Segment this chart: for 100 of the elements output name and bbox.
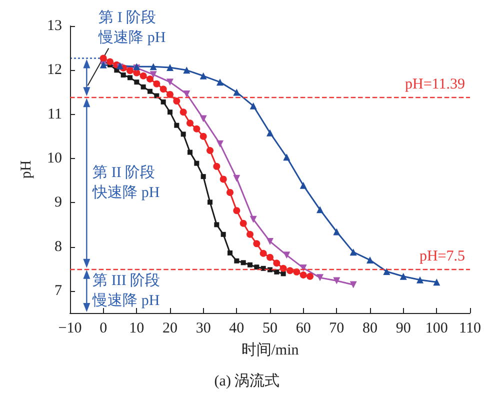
point: [254, 264, 260, 270]
point: [260, 266, 266, 271]
y-tick-label: 8: [54, 238, 62, 255]
point: [134, 80, 140, 85]
point: [216, 78, 224, 86]
point: [150, 63, 157, 70]
annotation: 第 III 阶段慢速降 pH: [92, 272, 160, 309]
point: [306, 272, 314, 280]
point: [246, 230, 254, 238]
point: [166, 78, 174, 86]
point: [160, 99, 166, 104]
point: [148, 88, 152, 94]
point: [100, 54, 107, 62]
point: [140, 84, 146, 90]
point: [208, 200, 212, 205]
point: [266, 129, 274, 136]
point: [168, 110, 172, 115]
text: (a) 涡流式: [214, 372, 280, 390]
x-tick-label: −10: [58, 320, 82, 336]
point: [300, 272, 307, 279]
x-tick-label: 70: [329, 320, 344, 336]
x-tick-label: 80: [362, 320, 378, 336]
ref-line-label: pH=11.39: [405, 76, 465, 93]
y-tick-label: 12: [47, 62, 62, 78]
point: [150, 71, 157, 78]
point: [200, 72, 207, 80]
point: [366, 256, 374, 264]
point: [233, 88, 240, 96]
point: [250, 216, 257, 223]
point: [154, 93, 160, 98]
point: [240, 260, 246, 266]
point: [233, 174, 240, 182]
annotation: 第 I 阶段慢速降 pH: [98, 9, 166, 46]
point: [126, 67, 134, 74]
y-tick-label: 7: [54, 282, 62, 299]
point: [220, 176, 227, 183]
point: [266, 238, 274, 245]
point: [300, 264, 307, 272]
point: [266, 254, 274, 261]
ref-line-label: pH=7.5: [419, 248, 465, 264]
point: [416, 276, 424, 284]
y-tick-label: 10: [47, 150, 62, 166]
point: [213, 162, 220, 170]
x-tick-label: 30: [196, 320, 211, 336]
point: [273, 260, 280, 267]
x-tick-label: 100: [425, 320, 448, 336]
point: [316, 274, 324, 282]
point: [186, 120, 194, 127]
point: [350, 248, 357, 256]
x-tick-label: 50: [262, 320, 278, 336]
point: [283, 154, 290, 161]
point: [316, 206, 324, 214]
x-tick-label: 20: [162, 320, 178, 336]
point: [228, 250, 232, 256]
point: [248, 262, 252, 268]
y-tick-label: 11: [48, 106, 62, 122]
point: [300, 182, 307, 189]
point: [226, 188, 234, 196]
point: [274, 269, 280, 274]
point: [240, 220, 247, 227]
y-tick-label: 9: [54, 194, 62, 211]
point: [200, 174, 206, 180]
point: [193, 125, 200, 132]
point: [173, 98, 180, 105]
point: [166, 90, 174, 98]
point: [220, 232, 226, 237]
point: [146, 75, 154, 82]
point: [350, 281, 357, 288]
point: [268, 267, 272, 272]
y-tick-label: 13: [47, 18, 62, 34]
x-tick-label: 110: [459, 320, 481, 336]
y-axis-title: pH: [18, 160, 34, 179]
point: [183, 66, 190, 74]
point: [333, 277, 340, 284]
point: [333, 228, 340, 236]
point: [106, 58, 114, 66]
point: [253, 240, 260, 248]
point: [120, 72, 126, 78]
point: [133, 69, 140, 76]
point: [174, 122, 180, 128]
point: [400, 272, 407, 280]
annotation: 第 II 阶段快速降 pH: [92, 164, 160, 201]
point: [140, 72, 147, 80]
point: [383, 268, 390, 275]
point: [433, 278, 440, 286]
point: [183, 90, 190, 98]
point: [160, 86, 167, 93]
x-tick-label: 40: [229, 320, 244, 336]
point: [200, 115, 207, 122]
point: [234, 258, 240, 264]
point: [128, 75, 132, 80]
point: [153, 80, 160, 88]
point: [260, 250, 267, 257]
point: [194, 160, 200, 166]
point: [250, 102, 257, 110]
point: [206, 147, 214, 154]
point: [216, 140, 224, 148]
point: [283, 252, 290, 259]
x-axis-title: 时间/min: [241, 342, 300, 358]
point: [188, 150, 192, 155]
